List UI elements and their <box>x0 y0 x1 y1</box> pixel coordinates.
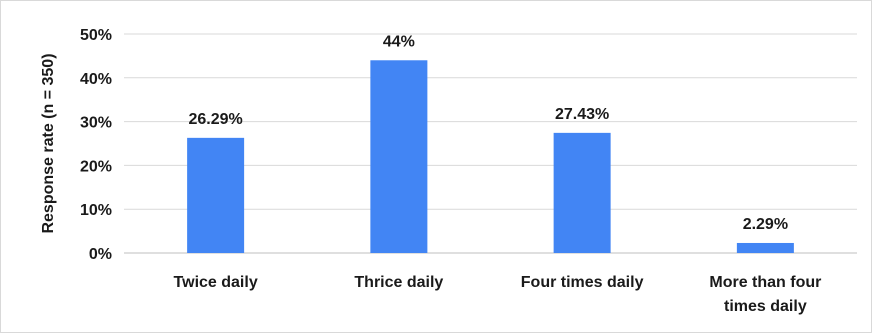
data-label: 26.29% <box>188 111 242 128</box>
y-tick-label: 10% <box>80 202 112 219</box>
y-tick-label: 20% <box>80 158 112 175</box>
y-axis-label: Response rate (n = 350) <box>40 53 57 233</box>
x-category-label: Four times daily <box>521 274 644 291</box>
y-axis-ticks: 0% 10% 20% 30% 40% 50% <box>80 27 112 263</box>
data-label: 27.43% <box>555 106 609 123</box>
bar <box>187 137 245 253</box>
y-tick-label: 30% <box>80 115 112 132</box>
bars <box>187 60 794 253</box>
data-labels: 26.29% 44% 27.43% 2.29% <box>188 33 788 233</box>
y-tick-label: 50% <box>80 27 112 44</box>
bar <box>370 60 428 253</box>
y-tick-label: 0% <box>89 246 112 263</box>
x-category-label: More than four times daily <box>709 274 821 315</box>
data-label: 2.29% <box>743 216 788 233</box>
bar <box>553 132 611 253</box>
data-label: 44% <box>383 33 415 50</box>
x-category-label: Twice daily <box>174 274 258 291</box>
x-category-label: Thrice daily <box>354 274 443 291</box>
x-axis-categories: Twice daily Thrice daily Four times daily M… <box>174 274 822 315</box>
bar <box>736 242 794 253</box>
gridlines <box>124 33 857 254</box>
y-tick-label: 40% <box>80 71 112 88</box>
